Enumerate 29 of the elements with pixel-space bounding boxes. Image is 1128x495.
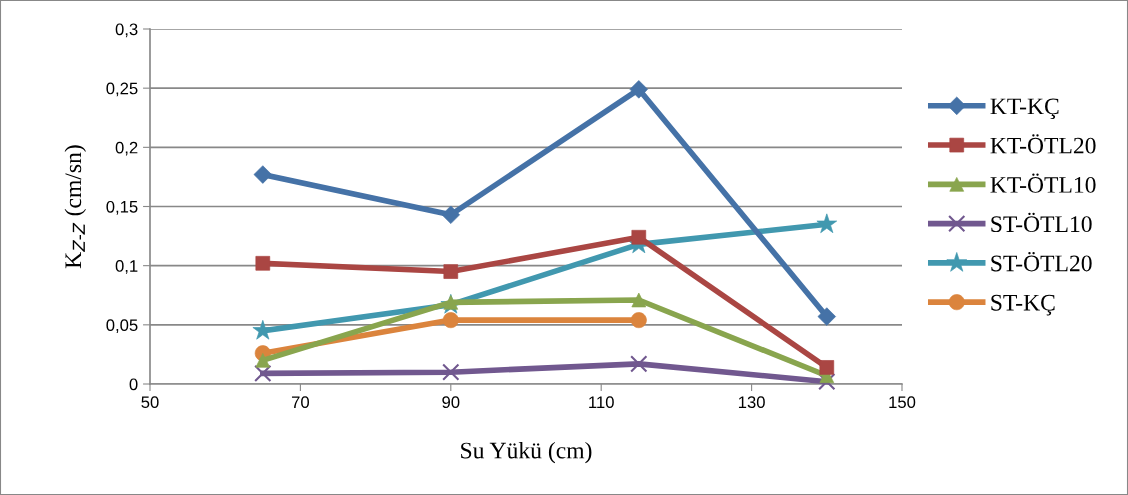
- x-tick-label: 70: [291, 396, 310, 409]
- y-tick-label: 0,1: [115, 260, 138, 274]
- legend-label: ST-ÖTL10: [991, 212, 1092, 233]
- point: [442, 363, 460, 381]
- legend-label: KT-KÇ: [990, 98, 1059, 120]
- y-tick-label: 0,2: [115, 141, 138, 156]
- x-axis-title: Su Yükü (cm): [461, 441, 592, 464]
- point: [818, 372, 836, 391]
- legend-label: KT-ÖTL10: [990, 173, 1096, 193]
- point: [255, 256, 271, 271]
- x-tick-label: 90: [442, 396, 460, 409]
- y-tick-label: 0,15: [106, 200, 138, 215]
- y-tick-label: 0,3: [115, 23, 138, 38]
- point: [254, 364, 272, 383]
- legend-label: KT-ÖTL20: [990, 134, 1096, 154]
- y-tick-label: 0,25: [106, 82, 138, 97]
- x-tick-label: 50: [141, 396, 159, 409]
- legend-label: ST-ÖTL20: [991, 251, 1092, 272]
- legend-label: ST-KÇ: [991, 294, 1055, 316]
- point: [819, 360, 835, 375]
- y-axis-title: K$_{Z-Z}$ (cm/sn): [64, 145, 87, 269]
- y-tick-label: 0: [129, 378, 138, 391]
- point: [630, 355, 648, 373]
- x-tick-label: 130: [738, 396, 765, 409]
- point: [817, 307, 836, 326]
- point: [443, 264, 459, 279]
- x-tick-label: 150: [889, 396, 916, 409]
- x-tick-label: 110: [589, 396, 614, 409]
- y-tick-label: 0,05: [106, 319, 138, 334]
